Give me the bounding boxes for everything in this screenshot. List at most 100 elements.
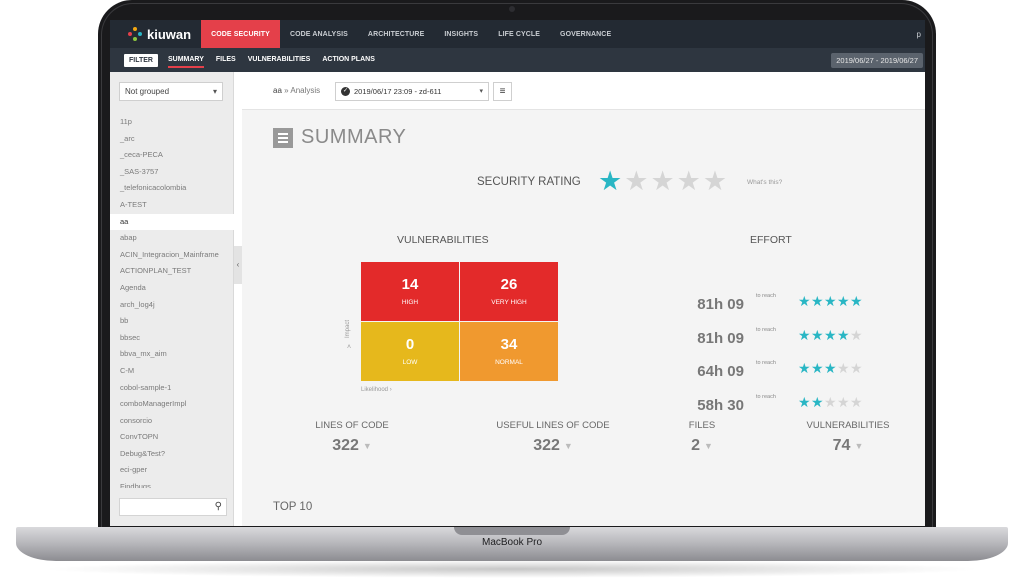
search-icon[interactable]: ⚲ (214, 501, 222, 512)
sidebar-project-item[interactable]: ACIN_Integracion_Mainframe (120, 249, 219, 259)
stat-files: FILES 2 ▼ (632, 420, 772, 455)
matrix-cell-normal[interactable]: 34 NORMAL (460, 322, 558, 381)
menu-button[interactable]: ≡ (493, 82, 512, 101)
nav-item-life-cycle[interactable]: LIFE CYCLE (498, 30, 541, 38)
laptop-base: MacBook Pro (16, 527, 1008, 561)
sidebar-project-item[interactable]: C-M (120, 365, 135, 375)
whats-this-link[interactable]: What's this? (747, 179, 783, 186)
effort-stars: ★ ★ ★ ★ ★ (798, 361, 863, 375)
hamburger-icon: ≡ (499, 86, 506, 97)
vulnerability-count: 14 (401, 276, 419, 293)
star-icon: ★ (850, 393, 863, 410)
sidebar-project-item[interactable]: A-TEST (120, 199, 147, 209)
stat-value: 74 ▼ (778, 437, 918, 455)
nav-item-insights[interactable]: INSIGHTS (444, 30, 479, 38)
brand-logo[interactable]: kiuwan (110, 20, 201, 48)
breadcrumb-app[interactable]: aa (273, 86, 282, 95)
star-icon: ★ (850, 326, 863, 343)
star-icon: ★ (811, 326, 824, 343)
page-title: SUMMARY (273, 126, 406, 149)
tab-files[interactable]: FILES (215, 55, 236, 63)
sidebar-project-item[interactable]: 11p (120, 117, 132, 126)
effort-reach-label: to reach (756, 293, 776, 299)
sidebar-project-item[interactable]: comboManagerImpl (120, 399, 187, 409)
star-icon: ★ (850, 293, 863, 309)
nav-item-code-security[interactable]: CODE SECURITY (201, 20, 280, 48)
sidebar-project-item[interactable]: _ceca-PECA (120, 150, 163, 160)
star-icon: ★ (824, 360, 837, 376)
sidebar-project-item[interactable]: ACTIONPLAN_TEST (120, 266, 192, 276)
star-icon: ★ (798, 393, 811, 410)
sidebar-project-item[interactable]: cobol-sample-1 (120, 382, 172, 392)
sidebar-project-item[interactable]: eci-gper (120, 465, 148, 475)
star-icon: ★ (824, 393, 837, 410)
top10-heading: TOP 10 (273, 501, 313, 513)
collapse-sidebar-button[interactable]: ‹ (234, 246, 242, 284)
vulnerability-count: 34 (500, 336, 518, 353)
filter-button[interactable]: FILTER (124, 53, 158, 67)
analysis-select[interactable]: ✓ 2019/06/17 23:09 - zd-611 ▾ (335, 82, 489, 101)
stat-vulnerabilities: VULNERABILITIES 74 ▼ (778, 420, 918, 455)
tab-action-plans[interactable]: ACTION PLANS (322, 55, 375, 63)
star-icon: ★ (624, 166, 649, 196)
sidebar-project-item[interactable]: Debug&Test? (120, 448, 166, 458)
sidebar-project-item[interactable]: Agenda (120, 282, 146, 292)
nav-item-governance[interactable]: GOVERNANCE (560, 30, 612, 38)
tab-summary[interactable]: SUMMARY (167, 53, 204, 68)
stat-label: VULNERABILITIES (806, 420, 890, 431)
security-rating-stars: ★ ★ ★ ★ ★ (598, 168, 729, 195)
sidebar-project-item[interactable]: bbva_mx_aim (120, 349, 167, 359)
star-icon: ★ (811, 393, 824, 410)
effort-heading: EFFORT (750, 234, 792, 246)
sidebar-project-item[interactable]: ConvTOPN (120, 432, 159, 442)
project-list: 11p _arc _ceca-PECA _SAS-3757 _telefonicacol… (110, 114, 234, 488)
vulnerability-level: VERY HIGH (491, 299, 527, 306)
vulnerability-level: LOW (402, 359, 418, 366)
matrix-cell-very-high[interactable]: 26 VERY HIGH (460, 262, 558, 321)
sidebar-project-item[interactable]: Findbugs (120, 482, 151, 488)
stat-number: 322 (533, 437, 560, 454)
nav-item-architecture[interactable]: ARCHITECTURE (367, 30, 425, 38)
chevron-down-icon: ▾ (212, 87, 217, 96)
user-menu[interactable]: p (916, 29, 921, 39)
sidebar-project-item[interactable]: bb (120, 316, 129, 326)
sidebar-project-item[interactable]: consorcio (120, 415, 153, 425)
grouping-value: Not grouped (125, 87, 170, 96)
project-sidebar: Not grouped ▾ 11p _arc _ceca-PECA _SAS-3757… (110, 72, 234, 526)
vulnerability-level: HIGH (401, 299, 419, 306)
trend-down-icon: ▼ (362, 440, 372, 451)
grouping-select[interactable]: Not grouped ▾ (119, 82, 223, 101)
sidebar-project-item[interactable]: _SAS-3757 (120, 166, 159, 176)
screen: kiuwan CODE SECURITY CODE ANALYSIS ARCHITE… (110, 20, 925, 526)
effort-row: 81h 09 to reach ★ ★ ★ ★ ★ (672, 293, 902, 314)
chevron-up-icon: ˄ (347, 344, 352, 351)
breadcrumb-section: » Analysis (284, 86, 321, 95)
likelihood-axis-label: Likelihood › (361, 387, 392, 393)
matrix-cell-high[interactable]: 14 HIGH (361, 262, 459, 321)
analysis-value: 2019/06/17 23:09 - zd-611 (354, 87, 442, 96)
matrix-cell-low[interactable]: 0 LOW (361, 322, 459, 381)
sidebar-project-item[interactable]: abap (120, 233, 137, 243)
trend-down-icon: ▼ (703, 440, 713, 451)
star-icon: ★ (850, 360, 863, 376)
tab-vulnerabilities[interactable]: VULNERABILITIES (247, 55, 311, 63)
effort-stars: ★ ★ ★ ★ ★ (798, 328, 863, 342)
trend-down-icon: ▼ (854, 440, 864, 451)
nav-item-code-analysis[interactable]: CODE ANALYSIS (289, 30, 348, 38)
project-search-input[interactable]: ⚲ (119, 498, 227, 516)
effort-time: 58h 30 (697, 396, 744, 414)
effort-reach-label: to reach (756, 360, 776, 366)
sidebar-project-item[interactable]: arch_log4j (120, 299, 155, 309)
effort-stars: ★ ★ ★ ★ ★ (798, 294, 863, 308)
brand-name: kiuwan (147, 26, 192, 42)
sidebar-project-item[interactable]: _telefonicacolombia (120, 183, 187, 193)
vulnerability-count: 0 (405, 336, 415, 353)
sidebar-project-item[interactable]: aa (110, 213, 234, 231)
sidebar-project-item[interactable]: _arc (120, 133, 135, 143)
star-icon: ★ (837, 326, 850, 343)
star-icon: ★ (824, 326, 837, 343)
vulnerability-count: 26 (500, 276, 518, 293)
date-range-picker[interactable]: 2019/06/27 - 2019/06/27 (831, 52, 923, 68)
list-icon (273, 127, 293, 148)
sidebar-project-item[interactable]: bbsec (120, 332, 141, 342)
